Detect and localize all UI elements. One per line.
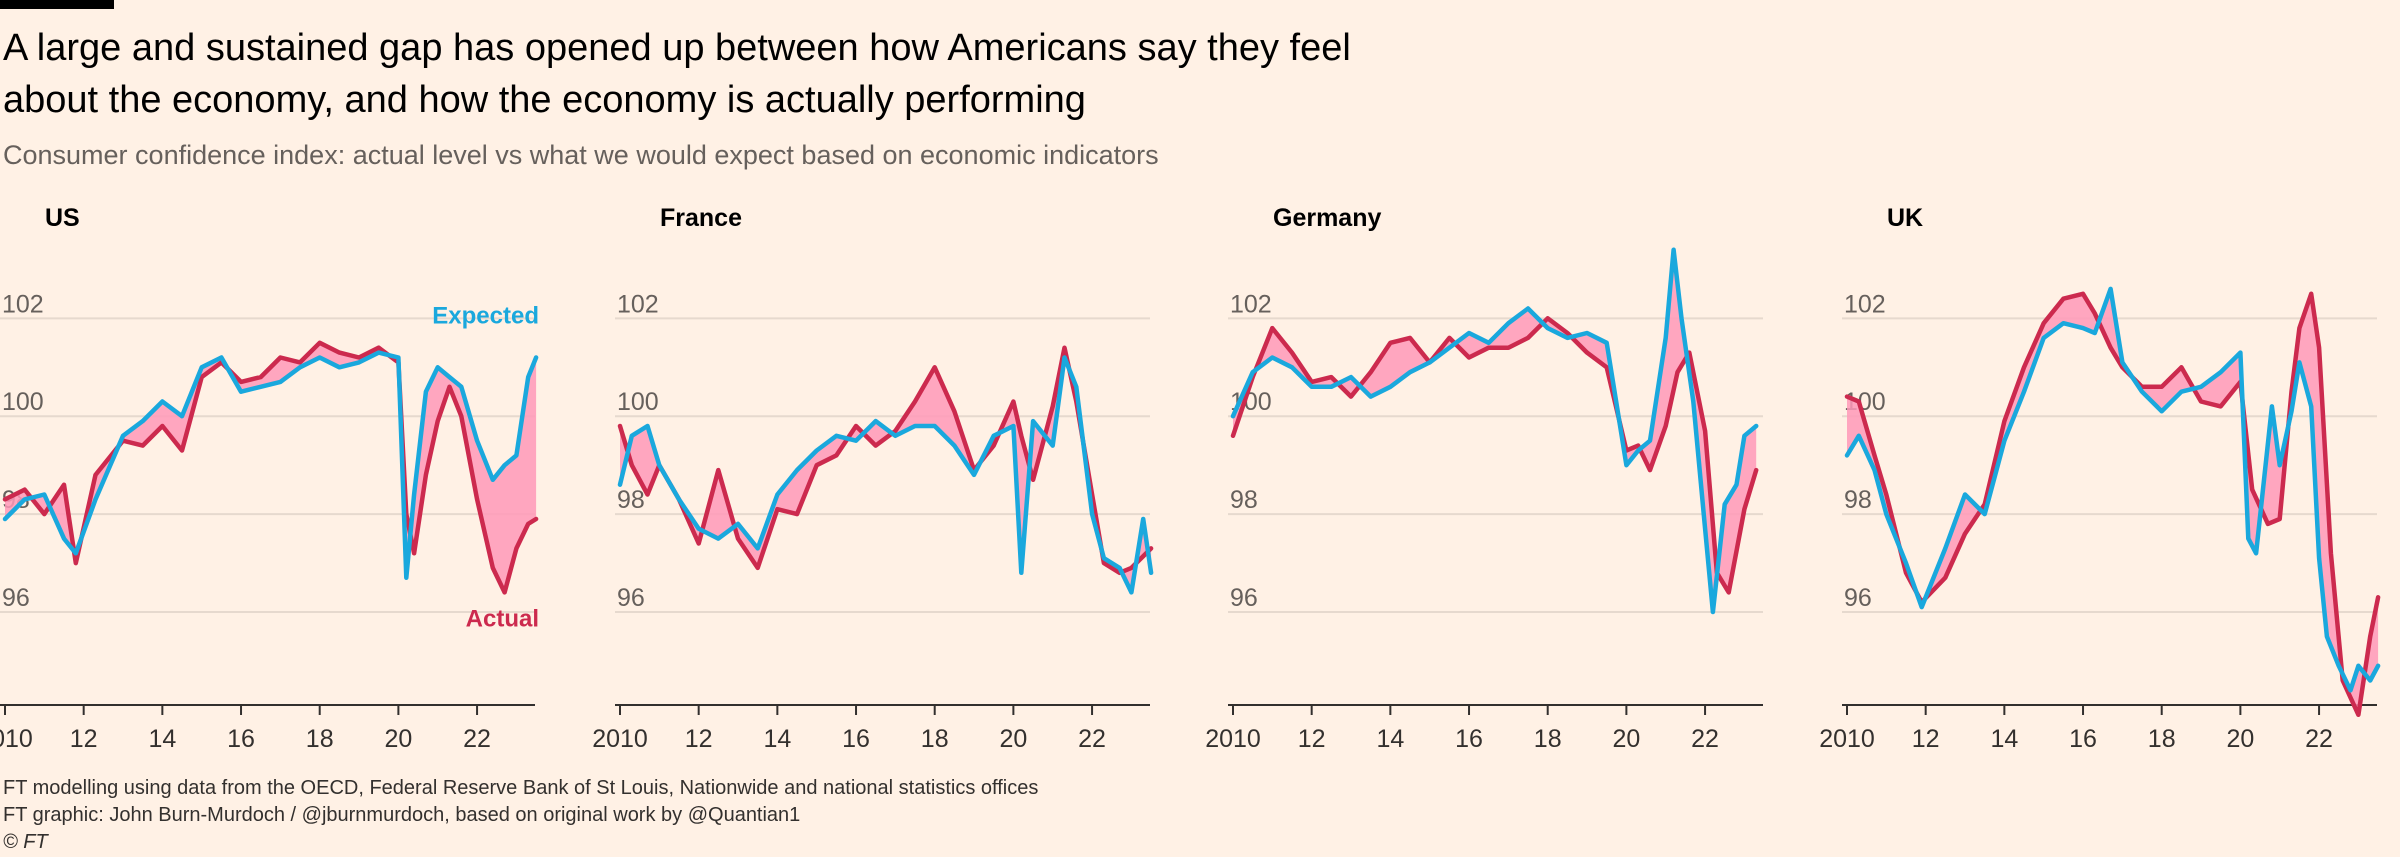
expected-line-france [617,355,1154,595]
source-note: FT modelling using data from the OECD, F… [3,777,1039,799]
x-tick-label: 2010 [592,725,648,753]
x-tick-label: 20 [384,725,412,753]
y-tick-label: 96 [2,584,30,612]
x-tick-label: 22 [463,725,491,753]
x-tick-label: 20 [2226,725,2254,753]
expected-label: Expected [432,302,539,329]
panel-title-germany: Germany [1273,204,1381,232]
small-multiples-chart: US 96 98 100 102 2010 12 14 16 18 20 22 Expected Actu… [0,204,2381,753]
y-tick-label: 98 [1844,486,1872,514]
x-tick-label: 20 [999,725,1027,753]
gap-area-uk [1847,288,2379,715]
panel-us: US96981001022010121416182022ExpectedActu… [0,204,539,753]
x-tick-label: 14 [1990,725,2018,753]
y-tick-label: 102 [1230,290,1272,318]
x-tick-label: 20 [1612,725,1640,753]
x-tick-label: 18 [1534,725,1562,753]
x-tick-label: 14 [763,725,791,753]
y-tick-label: 100 [617,388,659,416]
copyright: © FT [3,831,48,853]
x-tick-label: 22 [2305,725,2333,753]
x-tick-label: 12 [685,725,713,753]
x-tick-label: 14 [1376,725,1404,753]
x-tick-label: 16 [227,725,255,753]
y-tick-label: 96 [1230,584,1258,612]
y-tick-label: 102 [2,290,44,318]
x-tick-label: 2010 [0,725,33,753]
y-tick-label: 102 [1844,290,1886,318]
expected-line-germany [1230,247,1759,615]
expected-line-uk [1844,286,2381,693]
actual-line-us [2,340,539,595]
x-tick-label: 18 [921,725,949,753]
x-tick-label: 12 [70,725,98,753]
x-tick-label: 22 [1691,725,1719,753]
credit-note: FT graphic: John Burn-Murdoch / @jburnmu… [3,804,801,826]
x-tick-label: 18 [2148,725,2176,753]
x-tick-label: 12 [1298,725,1326,753]
x-tick-label: 16 [1455,725,1483,753]
x-tick-label: 2010 [1819,725,1875,753]
x-tick-label: 12 [1912,725,1940,753]
actual-label: Actual [466,605,539,632]
panel-title-uk: UK [1887,204,1923,232]
expected-line-us [2,350,539,580]
panel-title-us: US [45,204,80,232]
x-tick-label: 16 [842,725,870,753]
footer: FT modelling using data from the OECD, F… [3,775,1038,856]
panel-france: France 96 98 100 102 2010 12 14 16 18 20 22 [592,204,1154,753]
y-tick-label: 98 [1230,486,1258,514]
y-tick-label: 98 [617,486,645,514]
chart-title: A large and sustained gap has opened up … [3,27,1351,121]
actual-line-france [617,345,1154,576]
y-tick-label: 96 [1844,584,1872,612]
x-tick-label: 2010 [1205,725,1261,753]
panel-title-france: France [660,204,742,232]
y-tick-label: 100 [2,388,44,416]
y-tick-label: 102 [617,290,659,318]
y-tick-label: 96 [617,584,645,612]
x-tick-label: 14 [148,725,176,753]
x-tick-label: 16 [2069,725,2097,753]
x-tick-label: 22 [1078,725,1106,753]
chart-subtitle: Consumer confidence index: actual level … [3,140,1159,170]
ft-brand-bar [0,0,114,9]
actual-line-uk [1844,291,2381,718]
x-tick-label: 18 [306,725,334,753]
actual-line-germany [1230,316,1759,595]
